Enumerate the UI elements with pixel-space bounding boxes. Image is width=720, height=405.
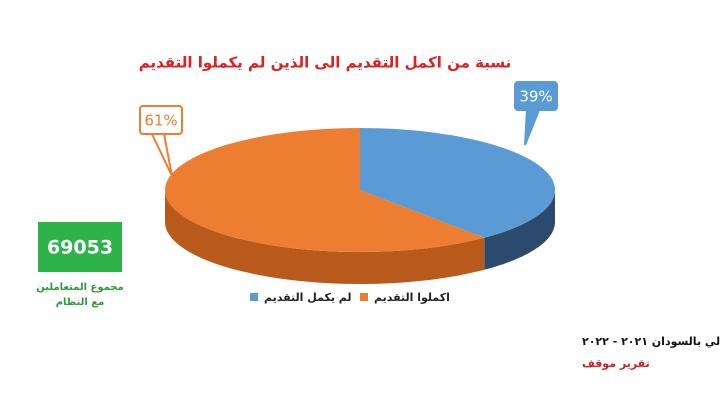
data-label: 39% (519, 88, 552, 106)
total-caption: مجموع المتعاملين (36, 282, 123, 293)
legend-label: اكملوا التقديم (374, 291, 450, 304)
footer-subtitle: تقرير موقف (582, 357, 650, 370)
callout-box (139, 105, 183, 135)
callout-box (514, 81, 558, 111)
legend-label: لم يكمل التقديم (264, 291, 352, 304)
total-caption: مع النظام (56, 297, 105, 308)
pie-slice (165, 128, 485, 252)
pie-slice-side (165, 190, 485, 284)
total-value: 69053 (47, 237, 113, 259)
pie-slice-side (484, 190, 555, 270)
chart-title: نسبة من اكمل التقديم الى الذين لم يكملوا… (139, 54, 512, 72)
legend-swatch (250, 293, 258, 301)
pie-slice (360, 128, 555, 238)
total-box (38, 222, 122, 272)
legend-swatch (360, 293, 368, 301)
data-label: 61% (144, 112, 177, 130)
footer-title: التقديم الالكتروني لمؤسسات التعليم العال… (582, 335, 720, 348)
